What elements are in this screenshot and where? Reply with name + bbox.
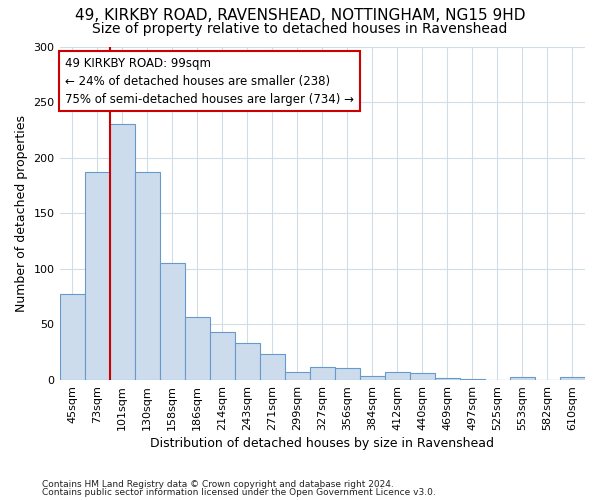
- Bar: [260, 354, 285, 380]
- Text: Size of property relative to detached houses in Ravenshead: Size of property relative to detached ho…: [92, 22, 508, 36]
- Bar: [59, 294, 85, 380]
- Bar: [510, 376, 535, 380]
- Bar: [160, 264, 185, 380]
- Bar: [185, 316, 209, 380]
- Bar: [310, 366, 335, 380]
- Y-axis label: Number of detached properties: Number of detached properties: [15, 115, 28, 312]
- X-axis label: Distribution of detached houses by size in Ravenshead: Distribution of detached houses by size …: [150, 437, 494, 450]
- Text: Contains public sector information licensed under the Open Government Licence v3: Contains public sector information licen…: [42, 488, 436, 497]
- Bar: [235, 344, 260, 380]
- Text: 49 KIRKBY ROAD: 99sqm
← 24% of detached houses are smaller (238)
75% of semi-det: 49 KIRKBY ROAD: 99sqm ← 24% of detached …: [65, 56, 354, 106]
- Bar: [385, 372, 410, 380]
- Bar: [460, 379, 485, 380]
- Bar: [134, 172, 160, 380]
- Bar: [360, 376, 385, 380]
- Bar: [435, 378, 460, 380]
- Bar: [85, 172, 110, 380]
- Bar: [110, 124, 134, 380]
- Text: 49, KIRKBY ROAD, RAVENSHEAD, NOTTINGHAM, NG15 9HD: 49, KIRKBY ROAD, RAVENSHEAD, NOTTINGHAM,…: [75, 8, 525, 22]
- Bar: [560, 376, 585, 380]
- Bar: [410, 374, 435, 380]
- Bar: [285, 372, 310, 380]
- Bar: [209, 332, 235, 380]
- Text: Contains HM Land Registry data © Crown copyright and database right 2024.: Contains HM Land Registry data © Crown c…: [42, 480, 394, 489]
- Bar: [335, 368, 360, 380]
